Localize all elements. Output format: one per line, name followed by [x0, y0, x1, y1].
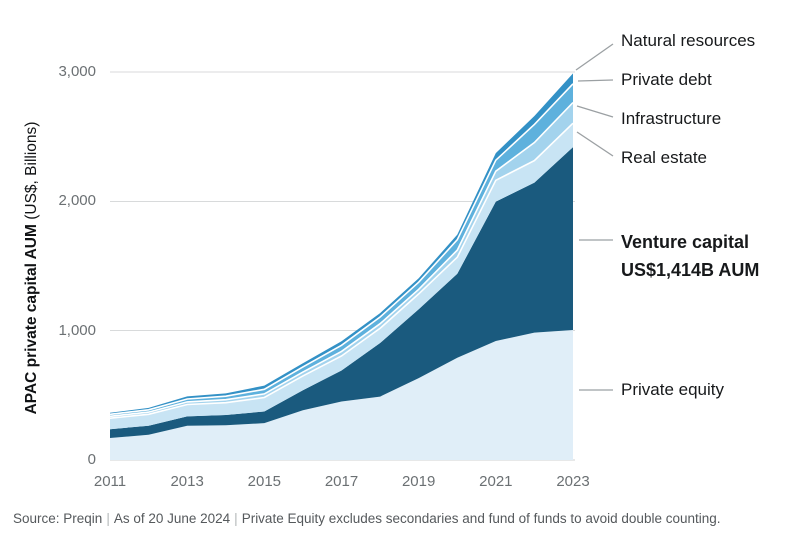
series-label-value-venture-capital: US$1,414B AUM: [621, 260, 760, 280]
series-label-private-equity: Private equity: [621, 380, 724, 400]
y-axis-title: APAC private capital AUM (US$, Billions): [23, 122, 41, 415]
area-real-estate: [110, 123, 573, 430]
x-tick-label-2015: 2015: [247, 473, 282, 490]
area-private-equity: [110, 330, 573, 460]
footer-separator: |: [106, 511, 110, 526]
series-label-text-natural-resources: Natural resources: [621, 31, 756, 50]
footer-separator: |: [234, 511, 238, 526]
series-label-text-venture-capital: Venture capital: [621, 232, 750, 252]
y-tick-label-2000: 2,000: [58, 192, 96, 210]
series-label-text-private-equity: Private equity: [621, 380, 724, 399]
series-label-venture-capital: Venture capital US$1,414B AUM: [621, 228, 759, 284]
x-tick-label-2023: 2023: [556, 473, 590, 490]
band-separator-real-estate: [109, 122, 574, 419]
band-separator-infrastructure: [109, 101, 574, 418]
x-tick-label-2013: 2013: [170, 473, 204, 490]
x-tick-label-2021: 2021: [479, 473, 513, 490]
x-tick-label-2017: 2017: [324, 473, 359, 490]
leader-line-infrastructure: [576, 105, 614, 118]
y-axis-title-main: APAC private capital AUM: [23, 224, 40, 415]
series-label-natural-resources: Natural resources: [621, 31, 755, 51]
y-tick-label-1000: 1,000: [58, 321, 96, 339]
series-label-text-real-estate: Real estate: [621, 148, 707, 167]
footer-segment-0: Source: Preqin: [13, 511, 103, 526]
area-private-debt: [110, 83, 573, 417]
leader-line-real-estate: [576, 131, 614, 157]
leader-line-natural-resources: [575, 43, 614, 71]
series-label-text-infrastructure: Infrastructure: [621, 109, 722, 128]
series-label-real-estate: Real estate: [621, 148, 707, 168]
band-separator-private-debt: [109, 83, 574, 416]
x-tick-label-2011: 2011: [93, 473, 127, 490]
y-tick-label-0: 0: [87, 451, 96, 468]
series-label-private-debt: Private debt: [621, 70, 712, 90]
footer-segment-2: Private Equity excludes secondaries and …: [241, 511, 721, 526]
series-label-infrastructure: Infrastructure: [621, 109, 721, 129]
series-label-text-private-debt: Private debt: [621, 70, 712, 89]
x-tick-label-2019: 2019: [401, 473, 436, 490]
footer-segment-1: As of 20 June 2024: [113, 511, 231, 526]
area-venture-capital: [110, 147, 573, 438]
leader-line-private-debt: [577, 79, 614, 82]
source-note: Source: Preqin | As of 20 June 2024 | Privat…: [13, 511, 800, 526]
y-tick-label-3000: 3,000: [58, 63, 96, 80]
